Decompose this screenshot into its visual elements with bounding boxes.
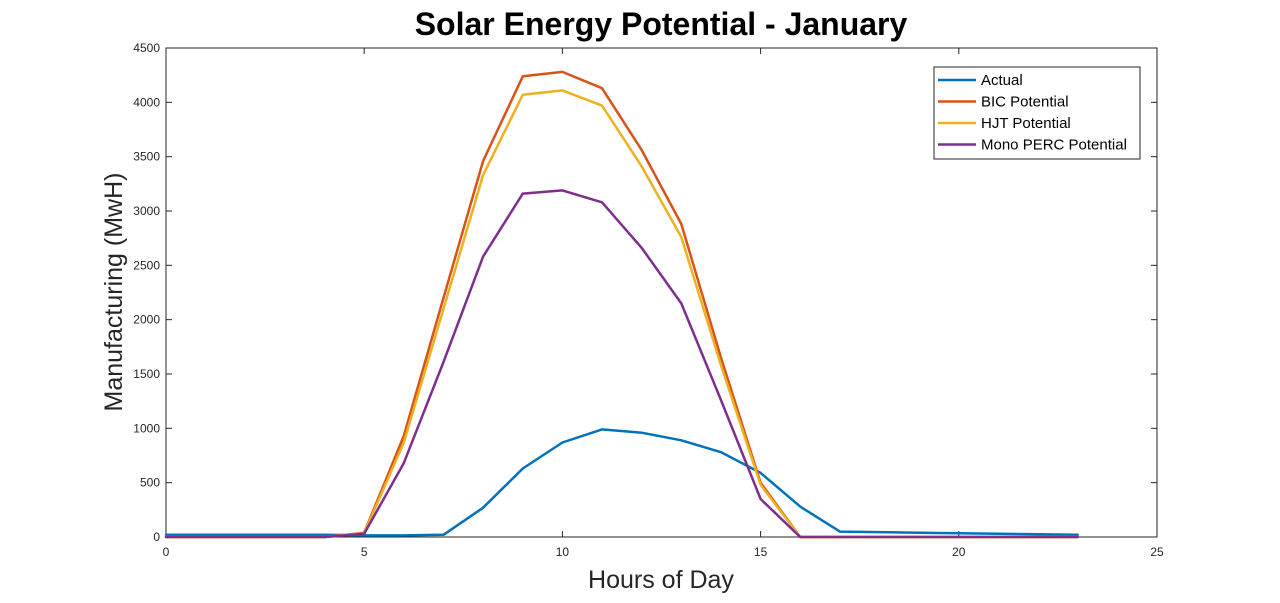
y-tick-label: 2000 bbox=[133, 313, 160, 327]
chart-title: Solar Energy Potential - January bbox=[415, 6, 908, 42]
x-tick-label: 0 bbox=[163, 545, 170, 559]
legend: Actual BIC Potential HJT Potential Mono PER… bbox=[933, 66, 1141, 160]
legend-entry-label: HJT Potential bbox=[981, 115, 1071, 132]
x-tick-label: 10 bbox=[556, 545, 570, 559]
y-tick-label: 2500 bbox=[133, 258, 160, 272]
legend-entry-label: Actual bbox=[981, 72, 1023, 89]
x-tick-label: 20 bbox=[952, 545, 966, 559]
y-tick-label: 1500 bbox=[133, 367, 160, 381]
y-tick-label: 3000 bbox=[133, 204, 160, 218]
legend-entry-label: Mono PERC Potential bbox=[981, 137, 1127, 154]
y-tick-label: 500 bbox=[140, 476, 160, 490]
x-axis-label: Hours of Day bbox=[588, 566, 734, 594]
series-line-actual bbox=[164, 428, 1079, 537]
x-tick-label: 25 bbox=[1150, 545, 1164, 559]
y-tick-label: 4000 bbox=[133, 95, 160, 109]
x-tick-label: 15 bbox=[754, 545, 768, 559]
y-tick-label: 4500 bbox=[133, 41, 160, 55]
series-line-mono-perc-potential bbox=[164, 189, 1079, 539]
y-tick-label: 0 bbox=[153, 530, 160, 544]
y-tick-label: 1000 bbox=[133, 421, 160, 435]
legend-entry-label: BIC Potential bbox=[981, 94, 1069, 111]
y-axis-label: Manufacturing (MwH) bbox=[100, 173, 128, 412]
x-tick-label: 5 bbox=[361, 545, 368, 559]
y-tick-label: 3500 bbox=[133, 150, 160, 164]
